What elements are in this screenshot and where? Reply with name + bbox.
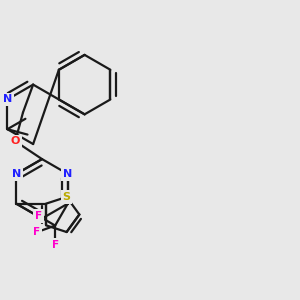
Text: F: F (52, 240, 59, 250)
Text: N: N (63, 169, 72, 179)
Text: S: S (63, 192, 70, 202)
Text: F: F (35, 211, 42, 221)
Text: F: F (33, 227, 40, 237)
Text: O: O (11, 136, 20, 146)
Text: N: N (3, 94, 12, 104)
Text: N: N (12, 169, 21, 179)
